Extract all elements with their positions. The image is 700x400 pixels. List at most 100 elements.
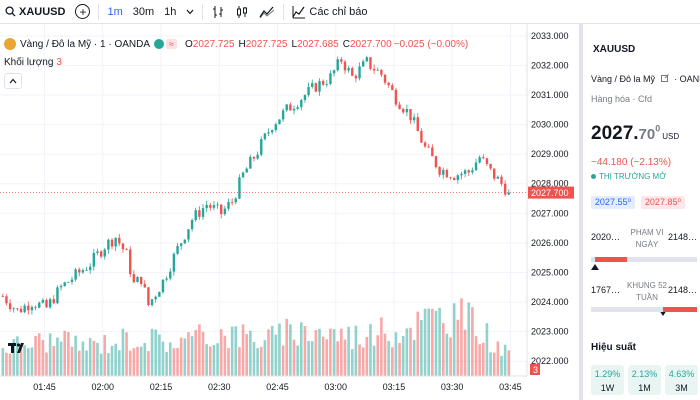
volume-bar — [16, 336, 19, 376]
candle-body — [5, 296, 8, 304]
tradingview-logo-icon[interactable] — [6, 337, 28, 359]
status-dot-icon — [591, 174, 596, 179]
day-range-fill — [595, 257, 628, 262]
performance-period: 3M — [675, 383, 688, 393]
time-tick-label: 02:00 — [91, 382, 114, 392]
volume-bar — [96, 342, 99, 376]
close-key: C — [342, 38, 350, 50]
price-integer: 2027. — [591, 123, 639, 144]
wave-badge: ≈ — [166, 39, 177, 49]
volume-bar — [139, 346, 143, 376]
price-tick-label: 2031.000 — [531, 90, 569, 100]
volume-bar — [110, 345, 114, 376]
indicators-button[interactable]: Các chỉ báo — [287, 0, 372, 24]
volume-bar — [278, 323, 281, 376]
volume-bar — [114, 343, 117, 376]
price-axis[interactable]: 2033.000 2032.000 2031.000 2030.000 2029.000… — [526, 24, 575, 376]
time-tick-label: 02:15 — [150, 382, 173, 392]
candle-body — [70, 279, 74, 283]
volume-bar — [471, 307, 474, 376]
volume-bar — [350, 349, 354, 376]
area-chart-button[interactable] — [254, 0, 280, 24]
candle-body — [45, 300, 48, 308]
candle-body — [238, 177, 241, 199]
performance-1w[interactable]: 1.29% 1W — [591, 365, 624, 395]
candle-body — [220, 204, 223, 215]
candle-body — [205, 204, 208, 209]
candle-body — [343, 61, 347, 71]
price-tick-label: 2032.000 — [531, 60, 569, 70]
candle-body — [129, 249, 132, 275]
volume-axis-label: 3 — [533, 365, 538, 375]
candle-body — [503, 183, 507, 195]
price-tick-label: 2024.000 — [531, 297, 569, 307]
volume-bar — [132, 348, 136, 376]
performance-value: 1.29% — [594, 369, 621, 379]
volume-bar — [365, 336, 369, 376]
performance-1m[interactable]: 2.13% 1M — [628, 365, 661, 395]
volume-bar — [179, 337, 183, 376]
volume-bar — [223, 335, 227, 376]
candle-body — [500, 176, 503, 184]
candle-body — [23, 305, 26, 313]
candle-body — [321, 80, 325, 85]
high-key: H — [238, 38, 246, 50]
indicators-label: Các chỉ báo — [309, 5, 368, 18]
candle-body — [209, 204, 212, 208]
candle-body — [96, 251, 99, 253]
volume-bar — [423, 308, 427, 376]
volume-legend: Khối lượng 3 — [4, 57, 62, 68]
add-symbol-button[interactable]: + — [70, 0, 95, 24]
symbol-search-button[interactable]: XAUUSD — [0, 0, 70, 24]
performance-period: 1M — [638, 383, 651, 393]
time-axis[interactable]: 01:45 02:00 02:15 02:30 02:45 03:00 03:15 03:30… — [0, 375, 527, 392]
candle-body — [489, 163, 492, 169]
volume-bar — [314, 330, 318, 376]
volume-bar — [77, 350, 81, 376]
interval-dropdown[interactable] — [181, 0, 199, 24]
candle-body — [30, 307, 34, 311]
volume-bar — [37, 333, 41, 376]
price-chart[interactable]: 2033.000 2032.000 2031.000 2030.000 2029.000… — [0, 24, 575, 400]
interval-1h[interactable]: 1h — [164, 5, 177, 18]
volume-bar — [183, 338, 187, 376]
candle-body — [347, 68, 350, 71]
interval-30m[interactable]: 30m — [132, 5, 155, 18]
collapse-legend-button[interactable] — [4, 73, 22, 89]
volume-bar — [500, 355, 503, 376]
year-range-marker-icon — [659, 310, 668, 316]
interval-1m[interactable]: 1m — [107, 5, 123, 18]
volume-bar — [489, 352, 492, 376]
bar-style-button[interactable] — [206, 0, 230, 24]
panel-symbol[interactable]: XAUUSD — [593, 44, 636, 55]
panel-description-text[interactable]: Vàng / Đô la Mỹ — [591, 74, 656, 84]
day-range-label: PHẠM VI NGÀY — [630, 228, 664, 249]
candle-body — [289, 104, 292, 111]
volume-bar — [147, 351, 150, 376]
candle-body — [234, 198, 237, 203]
indicators-icon — [292, 5, 306, 18]
volume-bar — [194, 330, 198, 376]
year-range-label: KHUNG 52 TUẦN — [626, 281, 667, 302]
volume-bar — [485, 323, 489, 376]
candle-body — [227, 202, 230, 209]
candles-button[interactable] — [230, 0, 254, 24]
volume-bar — [274, 334, 278, 376]
external-link-icon[interactable] — [660, 74, 669, 82]
candle-body — [285, 104, 288, 111]
close-value: 2027.700 — [349, 38, 392, 50]
year-range-low: 1767… — [591, 285, 621, 295]
candle-body — [88, 266, 92, 271]
volume-axis-badge — [530, 364, 540, 375]
toolbar-divider — [98, 3, 100, 20]
candle-body — [114, 237, 117, 247]
chevron-down-icon — [186, 9, 194, 14]
volume-bar — [30, 347, 34, 376]
volume-bar — [241, 324, 245, 376]
candle-body — [460, 173, 463, 176]
candle-body — [354, 75, 358, 79]
candle-body — [471, 170, 474, 173]
performance-3m[interactable]: 4.63% 3M — [665, 365, 698, 395]
volume-bar — [467, 302, 471, 376]
candle-body — [216, 204, 219, 206]
